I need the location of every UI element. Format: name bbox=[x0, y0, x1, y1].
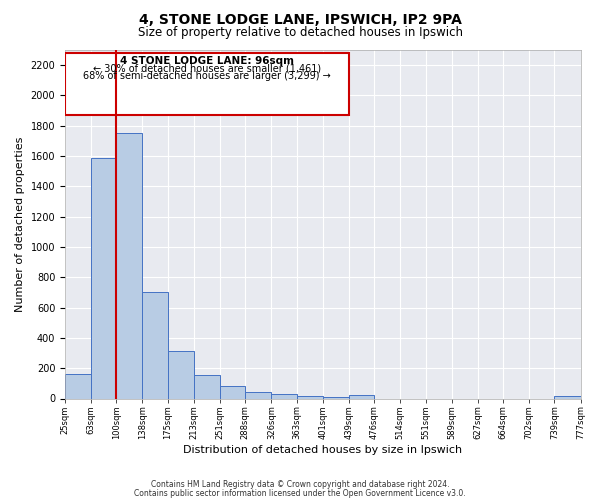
Bar bbox=[323, 397, 349, 398]
Y-axis label: Number of detached properties: Number of detached properties bbox=[15, 136, 25, 312]
FancyBboxPatch shape bbox=[65, 53, 349, 115]
Bar bbox=[194, 375, 220, 398]
Bar bbox=[168, 351, 194, 399]
Text: ← 30% of detached houses are smaller (1,461): ← 30% of detached houses are smaller (1,… bbox=[93, 64, 321, 74]
Text: Contains HM Land Registry data © Crown copyright and database right 2024.: Contains HM Land Registry data © Crown c… bbox=[151, 480, 449, 489]
Bar bbox=[554, 396, 581, 398]
X-axis label: Distribution of detached houses by size in Ipswich: Distribution of detached houses by size … bbox=[183, 445, 463, 455]
Bar bbox=[142, 292, 168, 399]
Text: 4 STONE LODGE LANE: 96sqm: 4 STONE LODGE LANE: 96sqm bbox=[120, 56, 294, 66]
Bar bbox=[116, 134, 142, 398]
Text: 68% of semi-detached houses are larger (3,299) →: 68% of semi-detached houses are larger (… bbox=[83, 71, 331, 81]
Bar bbox=[349, 396, 374, 398]
Bar bbox=[271, 394, 297, 398]
Bar bbox=[91, 158, 116, 398]
Text: Size of property relative to detached houses in Ipswich: Size of property relative to detached ho… bbox=[137, 26, 463, 39]
Text: Contains public sector information licensed under the Open Government Licence v3: Contains public sector information licen… bbox=[134, 488, 466, 498]
Bar bbox=[297, 396, 323, 398]
Bar bbox=[65, 374, 91, 398]
Bar bbox=[245, 392, 271, 398]
Text: 4, STONE LODGE LANE, IPSWICH, IP2 9PA: 4, STONE LODGE LANE, IPSWICH, IP2 9PA bbox=[139, 12, 461, 26]
Bar bbox=[220, 386, 245, 398]
